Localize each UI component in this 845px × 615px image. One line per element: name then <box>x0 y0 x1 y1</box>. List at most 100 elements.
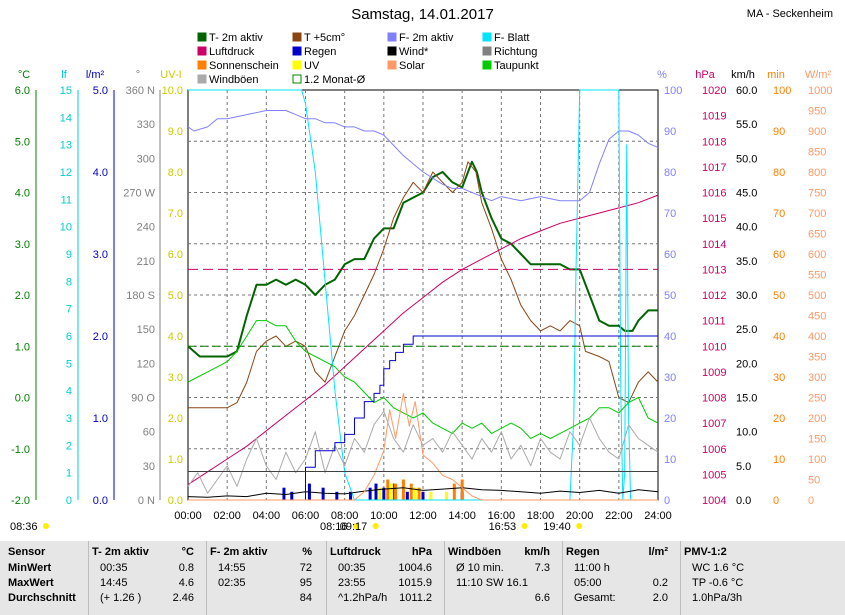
stats-header-label: Luftdruck <box>330 546 381 558</box>
rain_bars-bar <box>335 491 339 500</box>
sun-time-label: 08:36 <box>10 521 38 533</box>
stats-header-label: Sensor <box>8 546 46 558</box>
stats-cell-value: 1011.2 <box>399 592 432 604</box>
stats-cell: 11:10 SW 16.1 <box>448 576 558 590</box>
axis-tick-label: 1016 <box>702 188 726 200</box>
stats-column: Luftdruck hPa 00:35 1004.6 23:55 1015.9 ^1.2hP… <box>330 541 440 615</box>
axis-tick-label: 5.0 <box>736 461 751 473</box>
axis-tick-label: -2.0 <box>11 495 30 507</box>
axis-tick-label: 1010 <box>702 341 726 353</box>
stats-column: F- 2m aktiv% 14:55 72 02:35 95 84 <box>210 541 320 615</box>
axis-tick-label: 50 <box>808 475 820 487</box>
x-tick-label: 12:00 <box>409 510 437 522</box>
axis-tick-label: 330 <box>137 119 155 131</box>
sun_bars-bar <box>401 479 405 500</box>
axis-tick-label: 6.0 <box>15 85 30 97</box>
stats-header: F- 2m aktiv% <box>210 545 320 559</box>
rain_bars-bar <box>321 487 325 500</box>
axis-tick-label: 360 N <box>126 85 155 97</box>
stats-cell: 1.0hPa/3h <box>684 591 834 605</box>
humidity-series <box>187 110 659 202</box>
axis-unit: W/m² <box>805 69 832 81</box>
axis-tick-label: 4 <box>66 386 72 398</box>
axis-tick-label: 30 <box>773 372 785 384</box>
legend-label: Richtung <box>494 46 537 58</box>
sun-icon <box>576 523 583 529</box>
legend-label: Windböen <box>209 74 259 86</box>
station-name: MA - Seckenheim <box>746 8 833 20</box>
axis-tick-label: 40 <box>773 331 785 343</box>
legend-swatch <box>292 46 302 56</box>
axis-tick-label: 1007 <box>702 418 726 430</box>
leaf-series <box>188 89 658 501</box>
sun-icon <box>372 523 379 529</box>
stats-cell: Gesamt: 2.0 <box>566 591 676 605</box>
axis-tick-label: 2.0 <box>15 290 30 302</box>
axis-tick-label: 80 <box>664 167 676 179</box>
sun-time-label: 16:53 <box>489 521 517 533</box>
axis-tick-label: 4.0 <box>93 167 108 179</box>
stats-cell-left: 14:45 <box>100 577 128 589</box>
legend-label: UV <box>304 60 320 72</box>
stats-cell-left: ^1.2hPa/h <box>338 592 388 604</box>
stats-cell-value: 6.6 <box>534 592 550 604</box>
stats-header-unit: l/m² <box>648 546 668 558</box>
axis-tick-label: 700 <box>808 208 826 220</box>
legend-swatch <box>292 32 302 42</box>
axis-unit: °C <box>18 69 30 81</box>
axis-tick-label: -1.0 <box>11 444 30 456</box>
x-tick-label: 00:00 <box>174 510 202 522</box>
stats-cell-value: 2.46 <box>172 592 194 604</box>
stats-cell-value: 0.2 <box>652 577 668 589</box>
legend-label: T- 2m aktiv <box>209 32 263 44</box>
axis-tick-label: 8 <box>66 276 72 288</box>
stats-cell: 00:35 1004.6 <box>330 561 440 575</box>
x-tick-label: 02:00 <box>213 510 241 522</box>
stats-header: Windböen km/h <box>448 545 558 559</box>
axis-tick-label: 35.0 <box>736 256 757 268</box>
stats-separator <box>206 541 207 615</box>
legend-label: F- Blatt <box>494 32 529 44</box>
sun-time-label: 09:17 <box>340 521 368 533</box>
rain_bars-bar <box>405 491 409 500</box>
sun_bars-bar <box>394 483 398 500</box>
legend-label: Taupunkt <box>494 60 539 72</box>
axis-unit: UV-I <box>160 69 181 81</box>
stats-cell: 14:55 72 <box>210 561 320 575</box>
stats-column: Sensor MinWert MaxWert Durchschnitt <box>8 541 88 615</box>
sun-time-label: 19:40 <box>543 521 571 533</box>
stats-cell: 00:35 0.8 <box>92 561 202 575</box>
rain_bars-bar <box>374 483 378 500</box>
sun-icon <box>352 523 359 529</box>
stats-cell-value: 2.0 <box>652 592 668 604</box>
axis-tick-label: 55.0 <box>736 119 757 131</box>
axis-tick-label: 1018 <box>702 136 726 148</box>
axis-tick-label: 10.0 <box>736 427 757 439</box>
axis-tick-label: 30.0 <box>736 290 757 302</box>
axis-tick-label: 1 <box>66 468 72 480</box>
uv_bars-bar <box>413 487 417 500</box>
axis-unit: % <box>657 69 667 81</box>
axis-unit: hPa <box>695 69 715 81</box>
weather-chart: T- 2m aktiv T +5cm° F- 2m aktiv F- Blatt Luf… <box>10 32 832 533</box>
axis-tick-label: 3.0 <box>168 372 183 384</box>
stats-cell-left: (+ 1.26 ) <box>100 592 142 604</box>
axis-tick-label: 1.0 <box>93 413 108 425</box>
axis-tick-label: 0 <box>66 495 72 507</box>
axis-tick-label: 60 <box>664 249 676 261</box>
uv_bars-bar <box>390 483 394 500</box>
legend-label: 1.2 Monat-Ø <box>304 74 366 86</box>
axis-tick-label: 4.0 <box>168 331 183 343</box>
axis-unit: ° <box>136 69 140 81</box>
axis-tick-label: 100 <box>664 85 682 97</box>
axis-tick-label: 10 <box>664 454 676 466</box>
stats-cell-left: 1.0hPa/3h <box>692 592 743 604</box>
stats-cell-value: 0.8 <box>178 562 194 574</box>
axis-tick-label: 1013 <box>702 264 726 276</box>
axis-tick-label: 1011 <box>702 316 726 328</box>
stats-cell-left: Ø 10 min. <box>456 562 504 574</box>
stats-header-label: F- 2m aktiv <box>210 546 268 558</box>
axis-unit: km/h <box>731 69 755 81</box>
axis-tick-label: 1012 <box>702 290 726 302</box>
x-tick-label: 10:00 <box>370 510 398 522</box>
